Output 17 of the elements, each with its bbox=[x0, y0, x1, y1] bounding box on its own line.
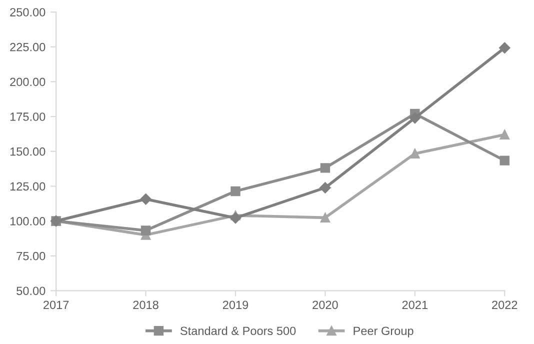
x-tick-label: 2017 bbox=[44, 300, 69, 310]
y-tick-label: 175.00 bbox=[10, 112, 46, 121]
x-tick-label: 2019 bbox=[222, 300, 248, 310]
y-tick-label: 100.00 bbox=[10, 217, 46, 226]
x-tick-label: 2018 bbox=[133, 300, 158, 310]
x-tick-label: 2020 bbox=[312, 300, 338, 310]
legend-label: Peer Group bbox=[354, 326, 414, 338]
x-tick-label: 2021 bbox=[402, 300, 428, 310]
y-tick-label: 150.00 bbox=[10, 147, 46, 156]
legend-label: Standard & Poors 500 bbox=[180, 326, 296, 336]
y-tick-label: 250.00 bbox=[10, 8, 46, 16]
y-tick-label: 75.00 bbox=[16, 252, 46, 260]
y-tick-label: 225.00 bbox=[10, 42, 46, 52]
x-tick-label: 2022 bbox=[492, 300, 518, 310]
y-tick-label: 50.00 bbox=[16, 286, 46, 296]
y-tick-label: 125.00 bbox=[10, 182, 46, 191]
y-tick-label: 200.00 bbox=[10, 78, 46, 86]
